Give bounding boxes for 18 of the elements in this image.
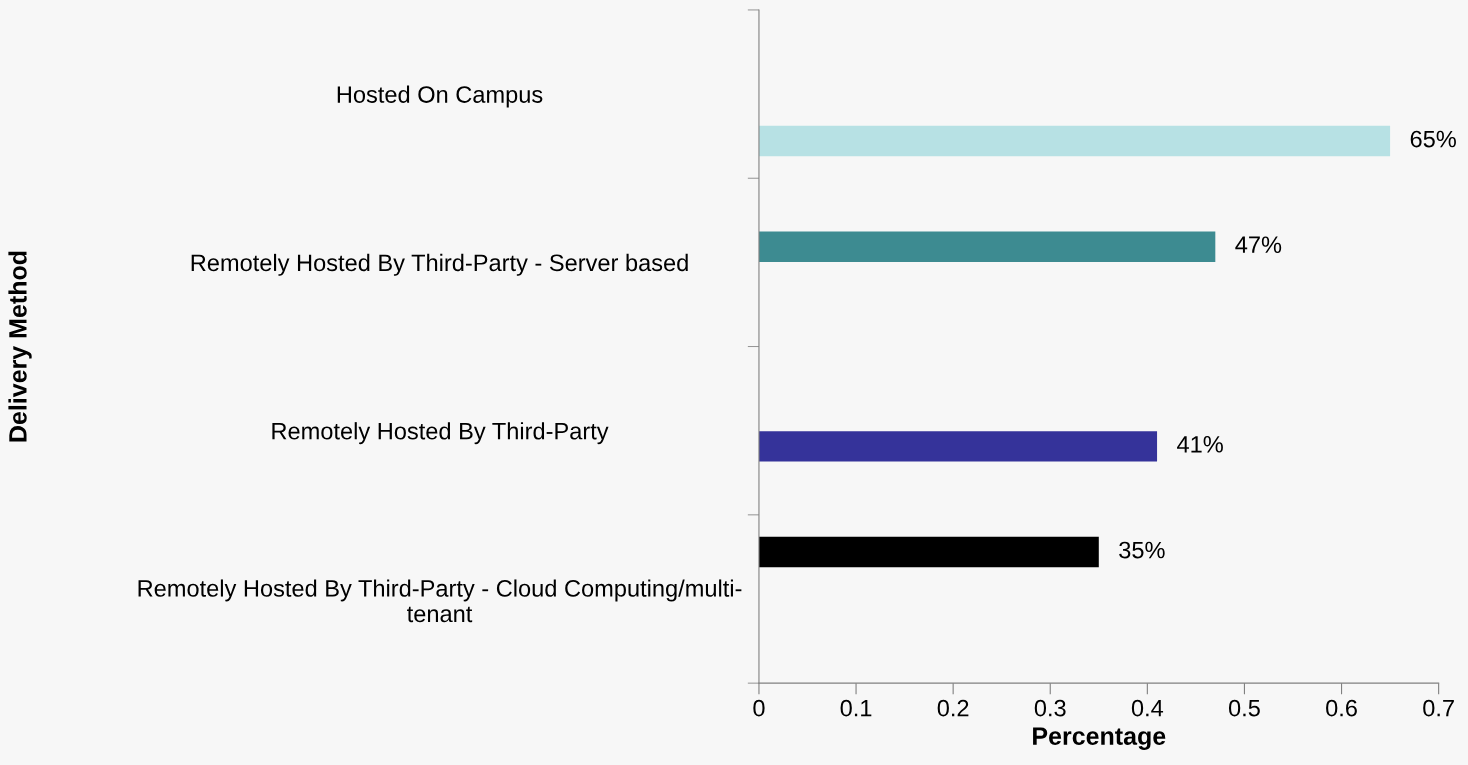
x-tick-label: 0.2 [937,699,969,717]
y-tick-label: Remotely Hosted By Third-Party - Cloud Computing/multi- tenant [138,579,742,623]
x-tick-label: 0.4 [1131,699,1164,717]
x-tick-label: 0 [753,699,765,717]
x-tick-label: 0.1 [840,699,872,717]
x-tick-label: 0.3 [1034,699,1066,717]
x-tick-label: 0.7 [1423,699,1454,717]
y-axis-title: Delivery Method [8,251,32,442]
y-tick-label: Remotely Hosted By Third-Party - Server based [191,253,688,276]
y-tick-label: Hosted On Campus [337,85,543,108]
x-tick-label: 0.5 [1228,699,1260,717]
x-tick-label: 0.6 [1326,699,1357,717]
data-label: 41% [1177,436,1223,453]
y-tick-label: Remotely Hosted By Third-Party [272,422,609,445]
data-label: 47% [1235,236,1282,253]
x-axis-title: Percentage [1033,727,1166,750]
data-label: 35% [1119,541,1165,559]
data-label: 65% [1410,130,1456,148]
